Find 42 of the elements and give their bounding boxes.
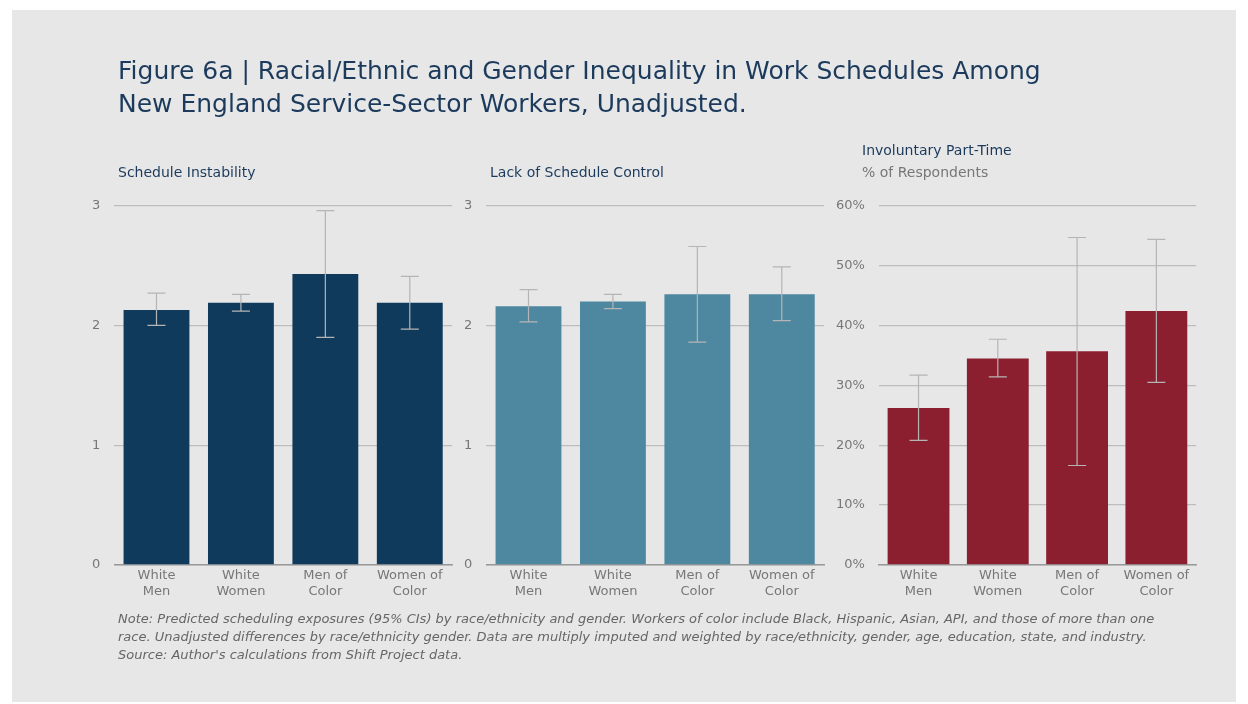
text: Note: Predicted scheduling exposures (95% CIs) by race/ethnicity and gender. Workers of color include Black, Hispanic, Asian, API, and those of more than one race. Unadjusted differences by race/ethnicity gender. Data are multiply imputed and weighted by race/ethnicity, gender, age, education, state, and industry. — [118, 610, 1156, 646]
bar — [664, 294, 731, 565]
x-tick-label: Women of Color — [748, 566, 816, 598]
text: Figure 6a | Racial/Ethnic and Gender Inequality in Work Schedules Among New England Service-Sector Workers, Unadjusted. — [118, 55, 1042, 120]
x-tick-label: White Women — [588, 566, 638, 598]
x-tick-label: Men of Color — [1055, 566, 1100, 598]
x-tick-label: White Men — [899, 566, 938, 598]
bar — [966, 358, 1029, 565]
y-tick-label: 3 — [463, 197, 473, 213]
chart-title: Lack of Schedule Control — [490, 164, 664, 180]
y-tick-label: 3 — [91, 197, 101, 213]
bar — [1125, 311, 1188, 565]
x-tick-label: Men of Color — [303, 566, 348, 598]
bar — [1046, 351, 1108, 565]
y-tick-label: 30% — [835, 376, 865, 392]
bar — [748, 294, 815, 565]
chart-title: Involuntary Part-Time — [862, 142, 1012, 158]
y-tick-label: 60% — [835, 197, 865, 213]
source-note: Source: Author's calculations from Shift Project data. — [118, 646, 464, 664]
y-tick-label: 1 — [463, 436, 473, 452]
y-axis-title: % of Respondents — [862, 164, 989, 180]
x-tick-label: Women of Color — [1123, 566, 1190, 598]
y-tick-label: 1 — [91, 436, 101, 452]
y-tick-label: 50% — [835, 257, 865, 273]
x-tick-label: Men of Color — [675, 566, 720, 598]
y-tick-label: 10% — [835, 496, 865, 512]
x-tick-label: White Women — [973, 566, 1023, 598]
x-tick-label: White Women — [216, 566, 266, 598]
y-tick-label: 0 — [463, 556, 473, 572]
y-tick-label: 2 — [91, 316, 101, 332]
y-tick-label: 0% — [844, 556, 865, 572]
x-tick-label: White Men — [137, 566, 176, 598]
y-tick-label: 0 — [91, 556, 101, 572]
y-tick-label: 40% — [835, 316, 865, 332]
chart-title: Schedule Instability — [118, 164, 256, 180]
bar — [495, 306, 562, 565]
y-tick-label: 2 — [463, 316, 473, 332]
x-tick-label: White Men — [509, 566, 548, 598]
bar — [887, 408, 950, 565]
bar — [579, 301, 646, 565]
y-tick-label: 20% — [835, 436, 865, 452]
x-tick-label: Women of Color — [376, 566, 444, 598]
